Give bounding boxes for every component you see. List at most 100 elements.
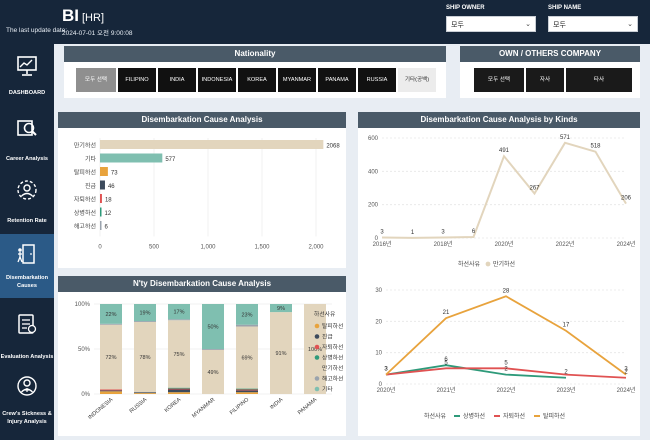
nav-item-disembarkation-causes[interactable]: Disembarkation Causes [0, 234, 54, 298]
category-label: 상병하선 [74, 209, 96, 217]
top-bar: BI [HR] The last update date: 2024-07-01 … [0, 0, 650, 44]
segment-label: 78% [139, 355, 150, 361]
legend-marker [314, 334, 320, 339]
bar-segment [236, 326, 258, 389]
bar-segment [236, 324, 258, 327]
y-tick-label: 30 [375, 288, 382, 294]
y-tick-label: 0 [375, 236, 379, 242]
y-tick-label: 100% [75, 302, 91, 308]
legend-label: 탈피하선 [322, 322, 343, 330]
legend-label: 기타 [322, 385, 333, 393]
chevron-down-icon: ⌄ [627, 21, 633, 28]
legend-marker [314, 365, 320, 371]
value-label: 577 [165, 157, 176, 163]
bar-segment [134, 321, 156, 322]
legend-label: 해고하선 [322, 375, 343, 383]
bar [100, 167, 108, 176]
nav-item-retention-rate[interactable]: Retention Rate [0, 174, 54, 228]
bar-segment [134, 304, 156, 322]
legend-label: 만기하선 [493, 260, 515, 268]
x-tick-label: 2024년 [617, 240, 636, 248]
legend-label: 상병하선 [322, 354, 343, 362]
point-label: 5 [504, 360, 508, 366]
ship-name-value: 모두 [553, 22, 566, 29]
point-label: 1 [411, 230, 415, 236]
company-option-all[interactable]: 모두 선택 [474, 68, 524, 92]
x-tick-label: 2020년 [495, 240, 514, 248]
point-label: 17 [563, 323, 570, 329]
bar-segment [168, 387, 190, 389]
segment-label: 69% [241, 356, 252, 362]
cause-bar-title: Disembarkation Cause Analysis [58, 112, 346, 128]
x-tick-label: 500 [149, 245, 160, 251]
legend-marker [314, 376, 320, 381]
bar-segment [100, 390, 122, 392]
nationality-option-indonesia[interactable]: INDONESIA [198, 68, 236, 92]
series-line [381, 141, 627, 239]
career-analysis-icon [17, 120, 37, 136]
point-label: 21 [443, 310, 450, 316]
nav-label: Crew's Sickness & Injury Analysis [2, 411, 52, 425]
bar-segment [304, 304, 326, 394]
bar-segment [236, 388, 258, 390]
y-tick-label: 400 [368, 169, 379, 175]
x-tick-label: 2022년 [497, 386, 516, 394]
bar-segment [236, 389, 258, 391]
x-tick-label: 1,500 [254, 245, 270, 251]
legend-marker [314, 323, 320, 329]
nav-item-crew-sickness-injury[interactable]: Crew's Sickness & Injury Analysis [0, 370, 54, 436]
nationality-option-panama[interactable]: PANAMA [318, 68, 356, 92]
nationality-option-filipino[interactable]: FILIPINO [118, 68, 156, 92]
kinds-line-chart: 0 200 400 600 2016년 2018년 2020년 2022년 2024년 3 1 3 6 4… [368, 135, 636, 268]
ship-owner-select[interactable]: 모두 ⌄ [446, 16, 536, 32]
x-tick-label: 2021년 [437, 386, 456, 394]
update-label: The last update date: [6, 27, 68, 34]
nationality-option-other[interactable]: 기타(공백) [398, 68, 436, 92]
legend-label: 만기하선 [322, 364, 343, 372]
series-line [385, 364, 567, 379]
point-label: 6 [444, 357, 448, 363]
bar [100, 207, 102, 217]
category-label: 해고하선 [74, 223, 96, 231]
nav-item-evaluation-analysis[interactable]: Evaluation Analysis [0, 308, 54, 364]
legend-marker [314, 386, 320, 392]
bar-segment [134, 392, 156, 394]
bar-segment [202, 349, 224, 394]
category-label: 만기하선 [74, 142, 96, 150]
y-tick-label: 200 [368, 203, 379, 209]
value-label: 73 [111, 171, 118, 177]
point-label: 2 [624, 370, 628, 376]
bar-segment [270, 304, 292, 313]
kinds-line-title: Disembarkation Cause Analysis by Kinds [358, 112, 640, 128]
bar [100, 221, 102, 230]
category-label: PANAMA [297, 397, 319, 416]
nationality-option-korea[interactable]: KOREA [238, 68, 276, 92]
bar-segment [168, 392, 190, 394]
category-label: INDONESIA [87, 397, 114, 421]
x-tick-label: 2024년 [617, 386, 636, 394]
point-label: 2 [504, 367, 508, 373]
nationality-option-all[interactable]: 모두 선택 [76, 68, 116, 92]
point-label: 491 [499, 148, 510, 154]
nationality-option-myanmar[interactable]: MYANMAR [278, 68, 316, 92]
company-option-own[interactable]: 자사 [526, 68, 564, 92]
point-label: 3 [384, 367, 388, 373]
title-subtitle: [HR] [82, 12, 104, 24]
bar-segment [168, 319, 190, 321]
nationality-option-russia[interactable]: RUSSIA [358, 68, 396, 92]
nav-item-career-analysis[interactable]: Career Analysis [0, 112, 54, 166]
bar-segment [236, 304, 258, 325]
sickness-icon [17, 376, 37, 396]
category-label: MYANMAR [191, 397, 216, 419]
nationality-option-india[interactable]: INDIA [158, 68, 196, 92]
nav-item-dashboard[interactable]: DASHBOARD [0, 50, 54, 102]
point-label: 6 [472, 229, 476, 235]
point-label: 2 [564, 370, 568, 376]
bar-segment [134, 322, 156, 393]
y-tick-label: 600 [368, 136, 379, 142]
company-option-others[interactable]: 타사 [566, 68, 632, 92]
ship-name-select[interactable]: 모두 ⌄ [548, 16, 638, 32]
cause-bar-panel [58, 112, 346, 268]
legend-marker [485, 261, 491, 267]
x-tick-label: 2,000 [308, 245, 324, 251]
